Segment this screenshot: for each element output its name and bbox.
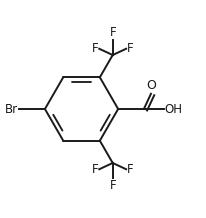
Text: F: F [92,163,98,176]
Text: O: O [146,79,156,92]
Text: OH: OH [164,102,182,116]
Text: F: F [109,26,116,39]
Text: F: F [127,163,134,176]
Text: F: F [127,42,134,55]
Text: F: F [92,42,98,55]
Text: F: F [109,179,116,192]
Text: Br: Br [5,102,18,116]
